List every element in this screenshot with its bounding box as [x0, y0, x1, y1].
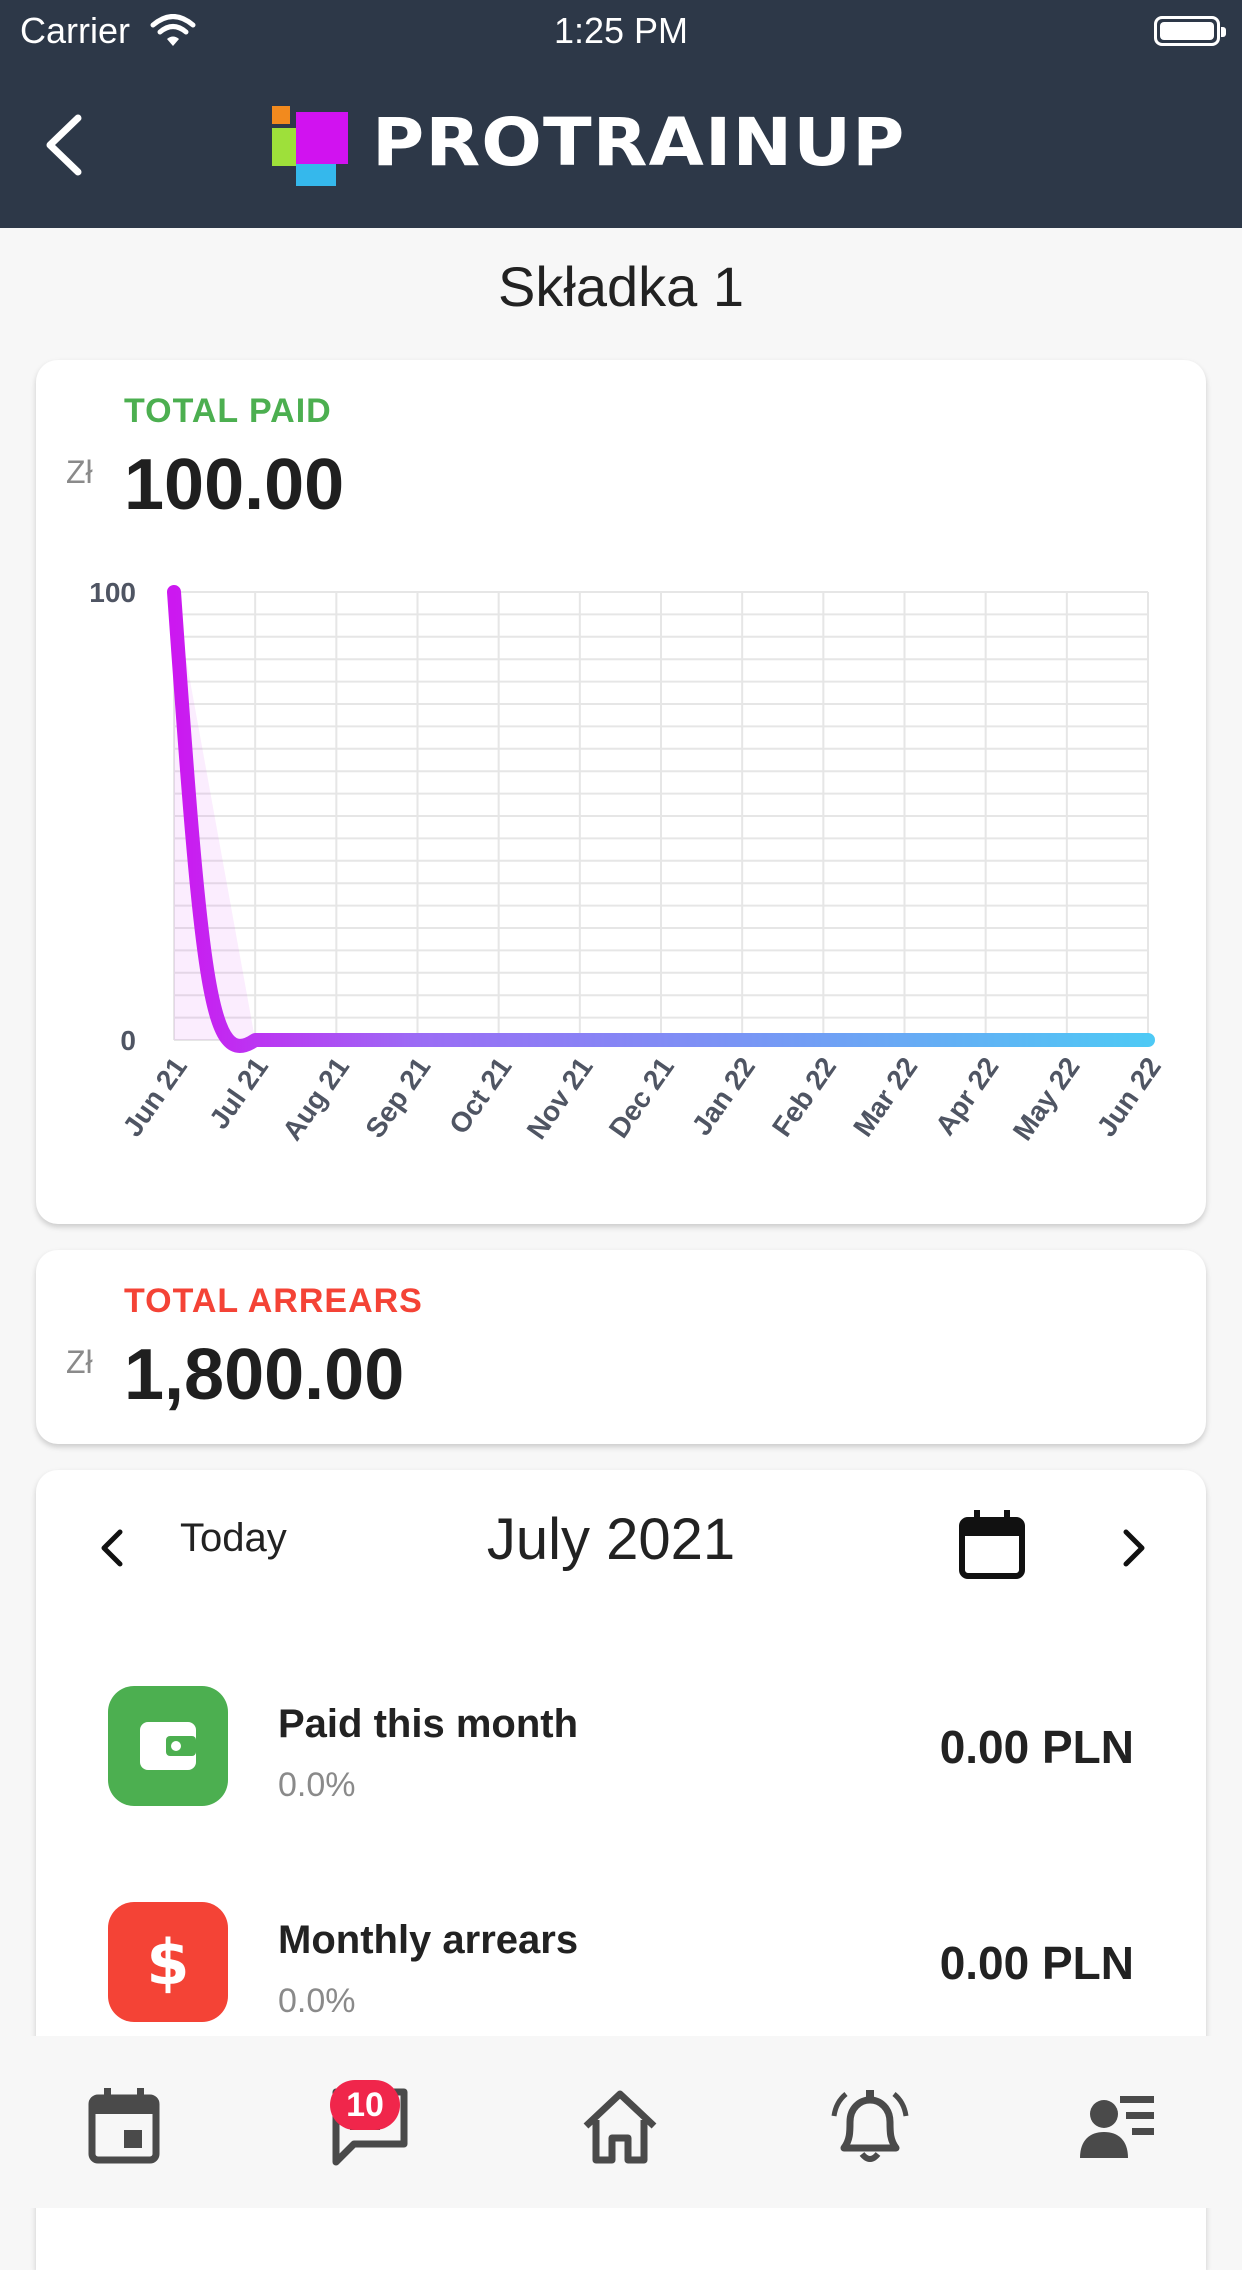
svg-text:$: $: [146, 1926, 189, 1999]
monthly-arrears-value: 0.00 PLN: [939, 1937, 1134, 1989]
monthly-arrears-row: $ Monthly arrears 0.0% 0.00 PLN: [36, 1902, 1206, 2042]
chart-area: [174, 592, 256, 1040]
x-tick-label: Sep 21: [359, 1052, 436, 1144]
calendar-icon[interactable]: [84, 2086, 164, 2166]
y-tick-label: 0: [120, 1025, 136, 1056]
total-paid-label: TOTAL PAID: [124, 392, 332, 430]
messages-badge: 10: [330, 2080, 400, 2130]
x-tick-label: Oct 21: [443, 1052, 517, 1140]
x-tick-label: Jul 21: [203, 1052, 274, 1135]
x-tick-label: Nov 21: [521, 1052, 599, 1145]
x-tick-label: May 22: [1007, 1052, 1086, 1146]
x-tick-label: Jun 21: [117, 1052, 193, 1142]
carrier-label: Carrier: [20, 10, 131, 51]
bell-icon[interactable]: [830, 2086, 910, 2166]
x-tick-label: Jan 22: [686, 1052, 761, 1141]
tab-bar: [0, 2036, 1242, 2208]
x-tick-label: Mar 22: [847, 1052, 923, 1142]
next-month-chevron-icon[interactable]: [1114, 1518, 1154, 1578]
total-arrears-currency: Zł: [66, 1344, 93, 1380]
dollar-icon: $: [146, 1926, 189, 1999]
battery-icon: [1154, 16, 1226, 46]
paid-this-month-title: Paid this month: [278, 1702, 578, 1746]
brand-name: PROTRAINUP: [372, 104, 906, 181]
y-tick-label: 100: [89, 577, 136, 608]
today-button[interactable]: Today: [180, 1516, 287, 1560]
total-arrears-card: TOTAL ARREARS Zł 1,800.00: [36, 1250, 1206, 1444]
paid-this-month-tile: [108, 1686, 228, 1806]
back-chevron-icon[interactable]: [40, 110, 90, 180]
paid-this-month-value: 0.00 PLN: [939, 1721, 1134, 1773]
total-arrears-label: TOTAL ARREARS: [124, 1282, 423, 1320]
x-tick-label: Feb 22: [766, 1052, 842, 1142]
total-paid-currency: Zł: [66, 454, 93, 490]
paid-this-month-row: Paid this month 0.0% 0.00 PLN: [36, 1686, 1206, 1826]
chart-series-line: [167, 585, 1155, 1053]
x-tick-label: Aug 21: [276, 1052, 355, 1146]
monthly-arrears-percent: 0.0%: [278, 1982, 356, 2020]
wifi-icon: [150, 14, 196, 46]
previous-month-chevron-icon[interactable]: [92, 1518, 132, 1578]
x-tick-label: Jun 22: [1091, 1052, 1167, 1142]
page-title: Składka 1: [498, 255, 744, 318]
wallet-icon: [140, 1722, 196, 1770]
monthly-arrears-title: Monthly arrears: [278, 1918, 579, 1962]
x-tick-label: Apr 22: [929, 1052, 1004, 1141]
nav-bar: PROTRAINUP: [0, 62, 1242, 228]
profile-icon[interactable]: [1078, 2086, 1158, 2166]
total-paid-amount: 100.00: [124, 445, 345, 525]
monthly-arrears-tile: $: [108, 1902, 228, 2022]
brand-logo-icon: [272, 106, 348, 186]
status-time: 1:25 PM: [553, 10, 689, 51]
total-paid-card: TOTAL PAID Zł 100.00 100 0 Jun 21 Jul 21 Au…: [36, 360, 1206, 1224]
total-arrears-amount: 1,800.00: [124, 1335, 405, 1415]
month-navigator: Today July 2021: [36, 1470, 1206, 1650]
x-tick-label: Dec 21: [603, 1052, 680, 1144]
status-bar: Carrier 1:25 PM: [0, 0, 1242, 62]
calendar-picker-icon[interactable]: [958, 1510, 1026, 1580]
paid-this-month-percent: 0.0%: [278, 1766, 356, 1804]
payments-line-chart: 100 0 Jun 21 Jul 21 Aug 21 Sep 21 Oct 21 Nov 2…: [89, 577, 1167, 1146]
current-month-title: July 2021: [486, 1507, 736, 1572]
home-icon[interactable]: [580, 2086, 660, 2166]
